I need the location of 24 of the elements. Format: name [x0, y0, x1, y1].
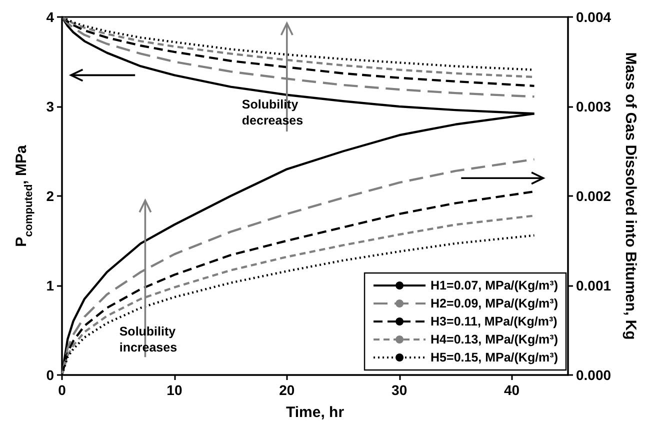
x-tick-label: 20 [279, 382, 295, 398]
legend-label: H3=0.11, MPa/(Kg/m³) [430, 314, 558, 328]
x-tick-label: 10 [166, 382, 182, 398]
legend-label: H2=0.09, MPa/(Kg/m³) [430, 296, 558, 310]
y2-tick-label: 0.004 [576, 9, 612, 25]
y2-tick-label: 0.001 [576, 278, 612, 294]
y2-tick-label: 0.002 [576, 188, 612, 204]
legend-label: H5=0.15, MPa/(Kg/m³) [430, 350, 558, 364]
x-tick-label: 30 [392, 382, 408, 398]
x-tick-label: 40 [504, 382, 520, 398]
legend-label: H4=0.13, MPa/(Kg/m³) [430, 332, 558, 346]
y2-tick-label: 0.000 [576, 367, 612, 383]
annotation: Solubility increases [119, 324, 178, 355]
x-tick-label: 0 [58, 382, 66, 398]
y2-axis-title: Mass of Gas Dissolved into Bitumen, Kg [622, 52, 639, 340]
y-tick-label: 4 [46, 9, 54, 25]
y-tick-label: 0 [46, 367, 54, 383]
annotation: Solubility decreases [242, 97, 304, 128]
y-tick-label: 1 [46, 278, 54, 294]
y-tick-label: 2 [46, 188, 54, 204]
y-tick-label: 3 [46, 98, 54, 114]
legend-label: H1=0.07, MPa/(Kg/m³) [430, 278, 558, 292]
y2-tick-label: 0.003 [576, 98, 612, 114]
x-axis-title: Time, hr [286, 404, 344, 421]
